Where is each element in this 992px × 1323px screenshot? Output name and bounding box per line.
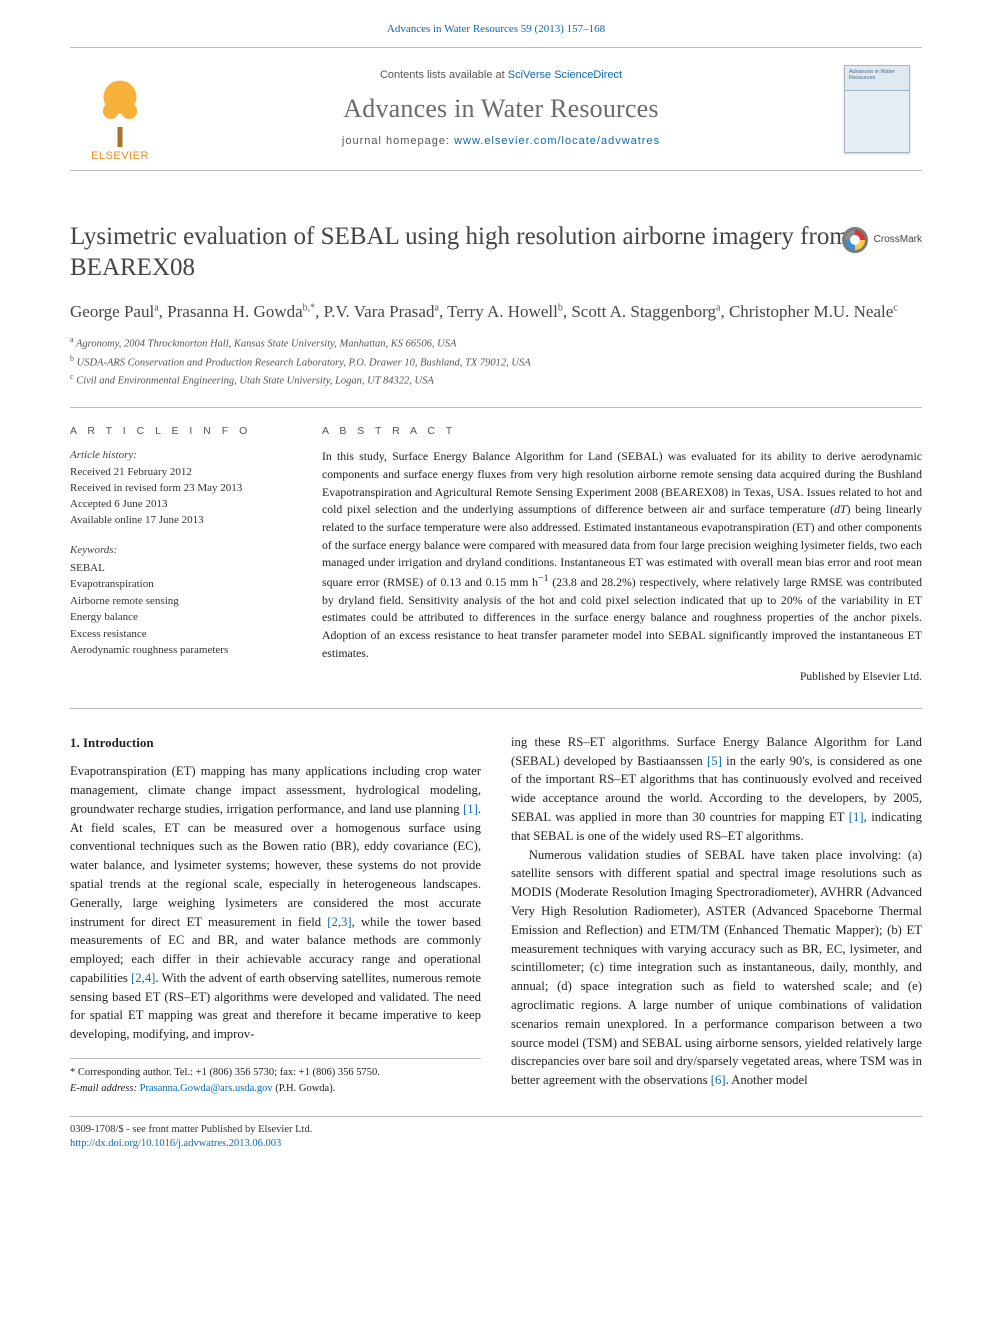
- keywords-label: Keywords:: [70, 543, 296, 558]
- contents-lists-line[interactable]: Contents lists available at SciVerse Sci…: [380, 68, 622, 83]
- history-line: Received 21 February 2012: [70, 465, 296, 481]
- publisher-logo: ELSEVIER: [70, 48, 170, 170]
- affiliation-line: b USDA-ARS Conservation and Production R…: [70, 353, 922, 371]
- article-title: Lysimetric evaluation of SEBAL using hig…: [70, 221, 850, 284]
- journal-homepage-line[interactable]: journal homepage: www.elsevier.com/locat…: [342, 134, 660, 149]
- rule-divider: [70, 407, 922, 408]
- affiliation-line: a Agronomy, 2004 Throckmorton Hall, Kans…: [70, 334, 922, 352]
- history-label: Article history:: [70, 448, 296, 463]
- rule-divider-2: [70, 708, 922, 709]
- keyword-line: Energy balance: [70, 609, 296, 626]
- body-para-1: Evapotranspiration (ET) mapping has many…: [70, 762, 481, 1044]
- abstract-text: In this study, Surface Energy Balance Al…: [322, 448, 922, 662]
- corr-line-1: * Corresponding author. Tel.: +1 (806) 3…: [70, 1065, 481, 1081]
- citation-line: Advances in Water Resources 59 (2013) 15…: [0, 0, 992, 47]
- history-line: Available online 17 June 2013: [70, 513, 296, 529]
- footer-line-1: 0309-1708/$ - see front matter Published…: [70, 1123, 922, 1137]
- publisher-name: ELSEVIER: [91, 149, 149, 164]
- keyword-line: Excess resistance: [70, 626, 296, 643]
- keyword-line: Aerodynamic roughness parameters: [70, 642, 296, 659]
- crossmark-badge[interactable]: CrossMark: [842, 227, 922, 253]
- crossmark-icon: [842, 227, 868, 253]
- cover-thumbnail: Advances in Water Resources: [844, 65, 910, 153]
- corr-email-line: E-mail address: Prasanna.Gowda@ars.usda.…: [70, 1081, 481, 1097]
- keyword-line: Airborne remote sensing: [70, 593, 296, 610]
- keyword-line: Evapotranspiration: [70, 576, 296, 593]
- history-line: Accepted 6 June 2013: [70, 497, 296, 513]
- abstract-column: A B S T R A C T In this study, Surface E…: [322, 424, 922, 686]
- section-heading-intro: 1. Introduction: [70, 733, 481, 752]
- journal-cover: Advances in Water Resources: [832, 48, 922, 170]
- keyword-line: SEBAL: [70, 560, 296, 577]
- corr-email-label: E-mail address:: [70, 1083, 137, 1094]
- article-info-column: A R T I C L E I N F O Article history: R…: [70, 424, 296, 686]
- footer-doi[interactable]: http://dx.doi.org/10.1016/j.advwatres.20…: [70, 1137, 922, 1151]
- affiliation-line: c Civil and Environmental Engineering, U…: [70, 371, 922, 389]
- abstract-head: A B S T R A C T: [322, 424, 922, 438]
- title-block: Lysimetric evaluation of SEBAL using hig…: [70, 221, 922, 284]
- citation-text[interactable]: Advances in Water Resources 59 (2013) 15…: [387, 23, 605, 35]
- author-list: George Paula, Prasanna H. Gowdab,*, P.V.…: [70, 301, 922, 324]
- article-info-head: A R T I C L E I N F O: [70, 424, 296, 438]
- masthead: ELSEVIER Contents lists available at Sci…: [70, 47, 922, 171]
- corresponding-author-block: * Corresponding author. Tel.: +1 (806) 3…: [70, 1058, 481, 1096]
- page-footer: 0309-1708/$ - see front matter Published…: [70, 1116, 922, 1151]
- corr-email-who: (P.H. Gowda).: [275, 1083, 335, 1094]
- crossmark-label: CrossMark: [874, 233, 922, 247]
- elsevier-tree-icon: [97, 75, 143, 133]
- body-para-3: Numerous validation studies of SEBAL hav…: [511, 846, 922, 1090]
- affiliations: a Agronomy, 2004 Throckmorton Hall, Kans…: [70, 334, 922, 389]
- info-abstract-row: A R T I C L E I N F O Article history: R…: [70, 424, 922, 686]
- body-para-2: ing these RS–ET algorithms. Surface Ener…: [511, 733, 922, 846]
- journal-title: Advances in Water Resources: [343, 91, 658, 126]
- published-by: Published by Elsevier Ltd.: [322, 670, 922, 686]
- corr-email-link[interactable]: Prasanna.Gowda@ars.usda.gov: [140, 1083, 273, 1094]
- cover-caption: Advances in Water Resources: [849, 69, 905, 81]
- body-columns: 1. Introduction Evapotranspiration (ET) …: [70, 733, 922, 1096]
- history-line: Received in revised form 23 May 2013: [70, 481, 296, 497]
- masthead-center: Contents lists available at SciVerse Sci…: [170, 48, 832, 170]
